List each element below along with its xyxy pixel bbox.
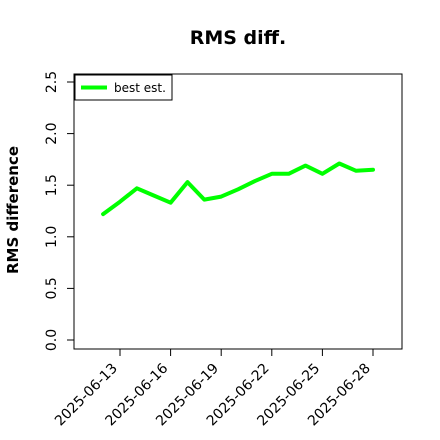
y-axis-label: RMS difference <box>4 146 22 274</box>
series-line-best-est <box>101 161 375 217</box>
y-axis: 0.0 0.5 1.0 1.5 2.0 2.5 <box>44 71 74 351</box>
chart-title: RMS diff. <box>190 27 287 49</box>
y-tick-label: 1.0 <box>44 226 60 248</box>
x-axis: 2025-06-132025-06-162025-06-192025-06-22… <box>52 349 374 429</box>
plot-frame <box>73 73 403 350</box>
y-tick-label: 0.5 <box>44 277 60 299</box>
series-layer <box>101 161 375 217</box>
y-tick-label: 2.0 <box>44 122 60 144</box>
y-tick-label: 1.5 <box>44 174 60 196</box>
legend-label: best est. <box>114 81 166 95</box>
y-tick-label: 0.0 <box>44 329 60 351</box>
legend: best est. <box>74 74 173 101</box>
y-tick-label: 2.5 <box>44 71 60 93</box>
